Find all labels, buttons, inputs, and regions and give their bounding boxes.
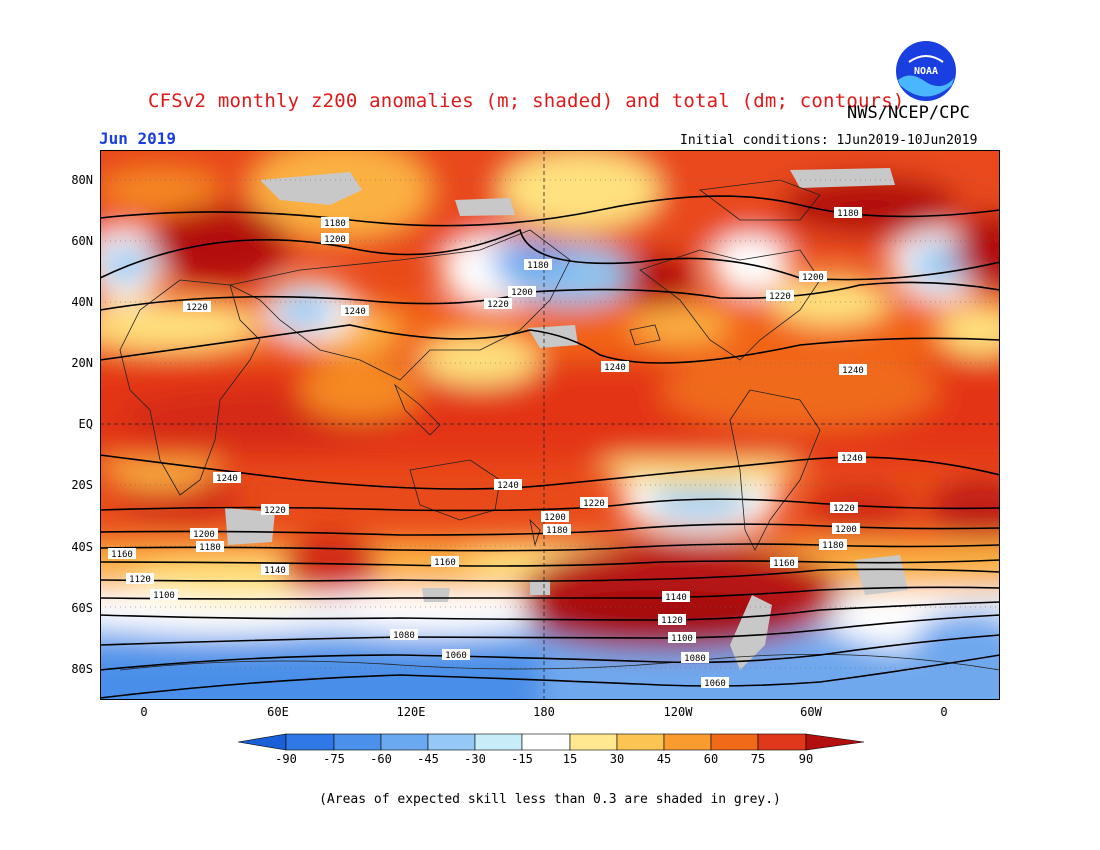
colorbar-bin	[285, 733, 335, 751]
contour-label-1240: 1240	[604, 363, 626, 373]
contour-label-1180: 1180	[822, 541, 844, 551]
colorbar-tick: -75	[323, 752, 345, 766]
colorbar-tick: -90	[275, 752, 297, 766]
contour-label-1160: 1160	[434, 558, 456, 568]
colorbar-tick: 30	[609, 752, 625, 766]
contour-label-1220: 1220	[833, 504, 855, 514]
contour-label-1180: 1180	[527, 261, 549, 271]
colorbar-tick: -15	[511, 752, 533, 766]
lon-label-0: 0	[140, 705, 148, 719]
colorbar-bin	[663, 733, 712, 751]
noaa-logo: NOAA	[896, 41, 956, 101]
lon-label-120w: 120W	[663, 705, 693, 719]
colorbar-tick: -60	[370, 752, 392, 766]
colorbar-bin	[333, 733, 382, 751]
contour-label-1100: 1100	[153, 591, 175, 601]
contour-label-1120: 1120	[661, 616, 683, 626]
contour-label-1180: 1180	[546, 526, 568, 536]
colorbar-tick: -30	[464, 752, 486, 766]
agency-label: NWS/NCEP/CPC	[847, 103, 970, 123]
contour-label-1200: 1200	[324, 235, 346, 245]
height-contours	[100, 195, 1000, 699]
lon-label-0-east: 0	[940, 705, 948, 719]
lat-label-20n: 20N	[71, 356, 93, 370]
colorbar-arrow-high	[805, 733, 864, 751]
contour-label-1200: 1200	[511, 288, 533, 298]
colorbar-arrow-low	[238, 733, 287, 751]
contour-label-1160: 1160	[111, 550, 133, 560]
contour-label-1140: 1140	[264, 566, 286, 576]
colorbar-tick: 75	[750, 752, 766, 766]
contour-label-1200: 1200	[544, 513, 566, 523]
contour-label-1100: 1100	[671, 634, 693, 644]
contour-label-1240: 1240	[841, 454, 863, 464]
lat-label-80s: 80S	[71, 662, 93, 676]
contour-label-1180: 1180	[837, 209, 859, 219]
lat-label-60s: 60S	[71, 601, 93, 615]
contour-label-1220: 1220	[769, 292, 791, 302]
forecast-month: Jun 2019	[99, 129, 177, 148]
contour-label-1120: 1120	[129, 575, 151, 585]
contour-label-1200: 1200	[193, 530, 215, 540]
initial-conditions: Initial conditions: 1Jun2019-10Jun2019	[680, 133, 978, 148]
contour-label-1140: 1140	[665, 593, 687, 603]
lon-label-180: 180	[533, 705, 555, 719]
colorbar-bin	[710, 733, 759, 751]
contour-label-1240: 1240	[497, 481, 519, 491]
map-title: CFSv2 monthly z200 anomalies (m; shaded)…	[148, 90, 905, 112]
colorbar-bin	[521, 733, 571, 751]
contour-label-1240: 1240	[216, 474, 238, 484]
contour-label-1080: 1080	[393, 631, 415, 641]
map-frame	[100, 150, 1000, 700]
lat-label-eq: EQ	[78, 417, 93, 431]
colorbar-bin	[380, 733, 429, 751]
contour-label-1200: 1200	[835, 525, 857, 535]
colorbar-bin	[427, 733, 476, 751]
contour-label-1180: 1180	[199, 543, 221, 553]
lat-label-60n: 60N	[71, 234, 93, 248]
contour-label-1220: 1220	[583, 499, 605, 509]
contour-labels: 1200 1180 1220 1240 1180 1200 1220 1240 …	[108, 207, 867, 689]
lat-label-40n: 40N	[71, 295, 93, 309]
anomaly-map: 1200 1180 1220 1240 1180 1200 1220 1240 …	[100, 150, 1000, 700]
logo-wave	[898, 75, 954, 97]
contour-label-1080: 1080	[684, 654, 706, 664]
contour-label-1240: 1240	[344, 307, 366, 317]
contour-label-1220: 1220	[186, 303, 208, 313]
contour-label-1220: 1220	[264, 506, 286, 516]
colorbar-tick: 45	[656, 752, 672, 766]
contour-label-1180: 1180	[324, 219, 346, 229]
contour-label-1200: 1200	[802, 273, 824, 283]
contour-label-1060: 1060	[445, 651, 467, 661]
contour-label-1220: 1220	[487, 300, 509, 310]
lat-label-40s: 40S	[71, 540, 93, 554]
colorbar-bin	[616, 733, 665, 751]
logo-arc	[908, 55, 944, 63]
lon-label-120e: 120E	[396, 705, 426, 719]
logo-text: NOAA	[914, 66, 938, 77]
colorbar-bin	[474, 733, 523, 751]
lat-label-20s: 20S	[71, 478, 93, 492]
lon-label-60e: 60E	[267, 705, 289, 719]
colorbar	[238, 733, 864, 751]
colorbar-tick: -45	[417, 752, 439, 766]
colorbar-bin	[569, 733, 618, 751]
contour-label-1060: 1060	[704, 679, 726, 689]
contour-label-1240: 1240	[842, 366, 864, 376]
contour-label-1160: 1160	[773, 559, 795, 569]
lon-label-60w: 60W	[800, 705, 822, 719]
colorbar-tick: 60	[703, 752, 719, 766]
skill-footnote: (Areas of expected skill less than 0.3 a…	[319, 792, 781, 807]
colorbar-tick: 15	[562, 752, 578, 766]
lat-label-80n: 80N	[71, 173, 93, 187]
low-skill-areas	[225, 168, 908, 670]
colorbar-bin	[757, 733, 807, 751]
colorbar-tick: 90	[798, 752, 814, 766]
